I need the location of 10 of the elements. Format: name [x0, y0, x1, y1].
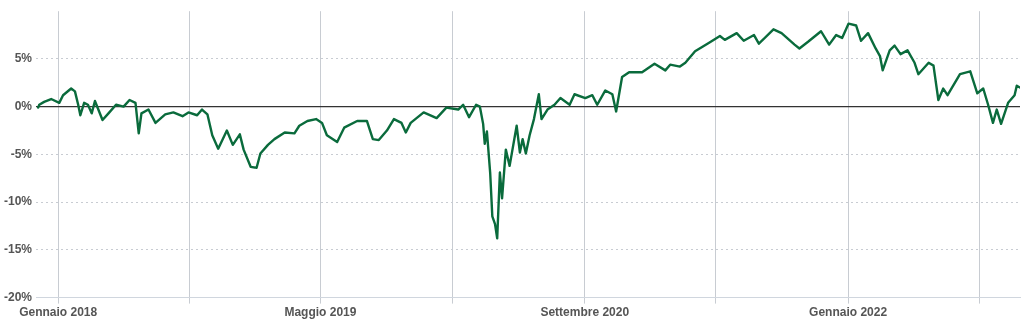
x-tick-label: Gennaio 2018 [19, 305, 98, 320]
y-tick-label: 0% [14, 98, 33, 113]
x-tick-label: Maggio 2019 [284, 305, 357, 320]
x-tick-label: Settembre 2020 [540, 305, 630, 320]
y-tick-label: -15% [4, 242, 33, 257]
y-tick-label: -10% [4, 194, 33, 209]
y-tick-label: 5% [14, 51, 33, 66]
y-tick-label: -20% [4, 289, 33, 304]
x-tick-label: Gennaio 2022 [809, 305, 888, 320]
y-tick-label: -5% [10, 146, 33, 161]
